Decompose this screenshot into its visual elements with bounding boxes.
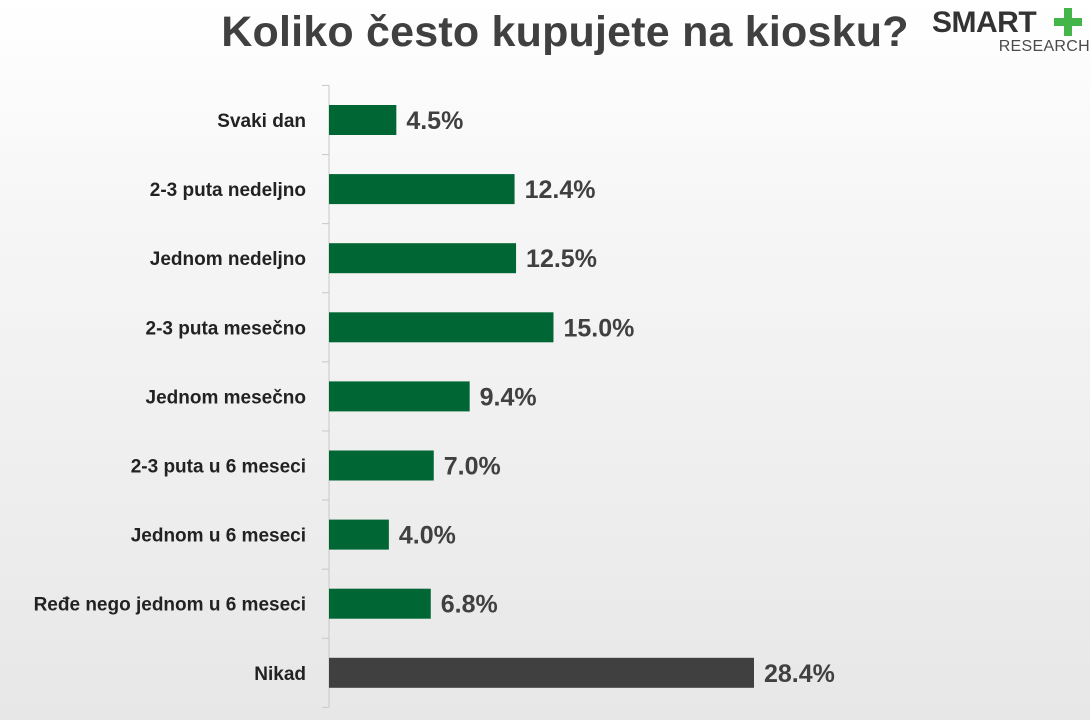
category-label: 2-3 puta u 6 meseci bbox=[131, 457, 306, 478]
bar bbox=[329, 588, 431, 619]
bar bbox=[329, 174, 515, 205]
value-label: 28.4% bbox=[764, 660, 835, 688]
value-label: 12.5% bbox=[526, 245, 597, 273]
category-label: Svaki dan bbox=[217, 111, 306, 132]
category-label: Jednom nedeljno bbox=[150, 249, 306, 270]
bar bbox=[329, 105, 397, 135]
category-label: Jednom mesečno bbox=[146, 387, 307, 408]
category-label: Nikad bbox=[254, 664, 306, 685]
value-label: 7.0% bbox=[444, 453, 501, 481]
category-label: 2-3 puta mesečno bbox=[146, 318, 307, 339]
plus-icon bbox=[1054, 8, 1082, 36]
logo-wordmark: SMART bbox=[932, 6, 1037, 39]
value-label: 9.4% bbox=[480, 383, 537, 411]
value-label: 15.0% bbox=[563, 314, 634, 342]
value-label: 12.4% bbox=[525, 176, 596, 204]
bar bbox=[329, 312, 554, 343]
category-label: Jednom u 6 meseci bbox=[131, 526, 306, 547]
bar bbox=[329, 381, 470, 412]
bar bbox=[329, 450, 434, 481]
value-label: 4.5% bbox=[406, 107, 463, 135]
category-label: 2-3 puta nedeljno bbox=[150, 180, 306, 201]
bar bbox=[329, 519, 389, 550]
value-label: 4.0% bbox=[399, 522, 456, 550]
bar bbox=[329, 243, 517, 274]
value-label: 6.8% bbox=[441, 591, 498, 619]
chart-title: Koliko često kupujete na kiosku? bbox=[221, 8, 909, 56]
logo-subtitle: RESEARCH bbox=[998, 38, 1090, 55]
bar bbox=[329, 657, 754, 688]
smart-research-logo: SMART RESEARCH bbox=[932, 2, 1090, 58]
category-label: Ređe nego jednom u 6 meseci bbox=[34, 595, 306, 616]
